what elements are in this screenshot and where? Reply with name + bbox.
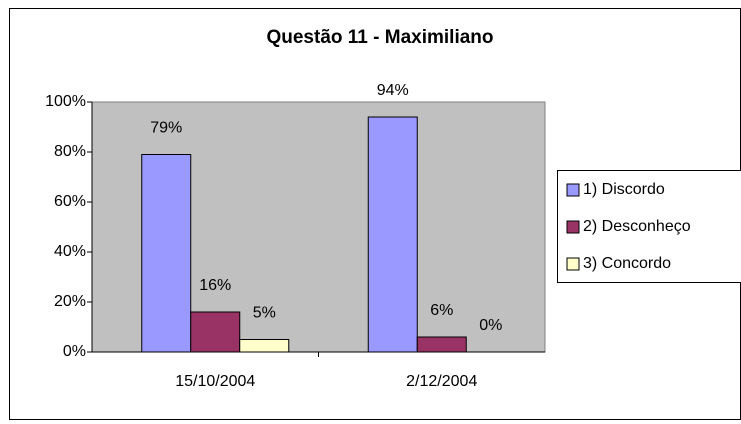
y-tick-label: 40% — [54, 243, 86, 260]
y-tick-label: 20% — [54, 293, 86, 310]
bar — [141, 154, 192, 353]
value-label: 16% — [199, 277, 231, 294]
bar — [367, 116, 418, 353]
legend — [557, 170, 741, 283]
legend-swatch — [566, 220, 580, 234]
y-tick-label: 80% — [54, 143, 86, 160]
legend-label: 2) Desconheço — [583, 218, 691, 235]
legend-swatch — [566, 183, 580, 197]
y-tick-label: 100% — [45, 93, 86, 110]
x-tick-label: 15/10/2004 — [175, 373, 255, 390]
legend-label: 3) Concordo — [583, 255, 671, 272]
value-label: 5% — [253, 305, 276, 322]
value-label: 79% — [150, 120, 182, 137]
y-tick-label: 60% — [54, 193, 86, 210]
legend-label: 1) Discordo — [583, 181, 665, 198]
legend-swatch — [566, 257, 580, 271]
x-tick-label: 2/12/2004 — [406, 373, 477, 390]
bar — [416, 336, 467, 353]
value-label: 0% — [479, 317, 502, 334]
chart-title: Questão 11 - Maximiliano — [266, 27, 493, 48]
value-label: 94% — [377, 82, 409, 99]
y-tick-label: 0% — [63, 343, 86, 360]
bar — [239, 339, 290, 353]
bar — [190, 311, 241, 353]
value-label: 6% — [430, 302, 453, 319]
